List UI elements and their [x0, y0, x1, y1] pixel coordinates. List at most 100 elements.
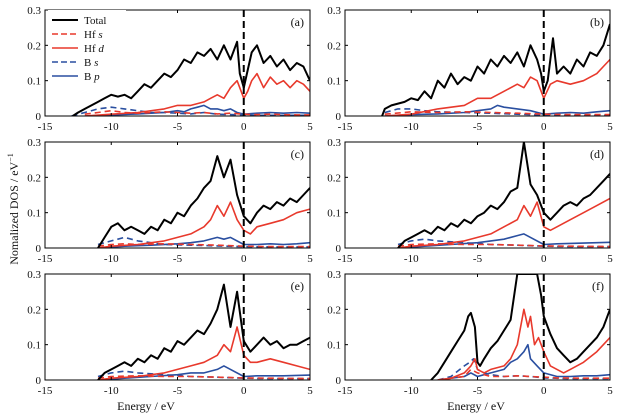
y-tick-label: 0.3 [27, 137, 41, 149]
x-tick-label: -15 [38, 385, 53, 397]
series-line-total [97, 155, 310, 248]
series-line-hf-d [84, 72, 310, 116]
x-tick-label: 0 [541, 385, 547, 397]
y-tick-label: 0.2 [327, 172, 341, 184]
y-tick-label: 0.1 [27, 340, 41, 352]
plot-frame [344, 273, 611, 381]
y-tick-label: 0 [36, 375, 42, 387]
y-tick-label: 0.2 [27, 40, 41, 52]
x-tick-label: 5 [307, 385, 313, 397]
series-group [430, 274, 610, 380]
x-tick-label: -10 [404, 121, 419, 133]
panel-d: -15 -10 -5 0 5 0 0.1 0.2 0.3 (d) [327, 137, 613, 265]
x-tick-label: 0 [241, 385, 247, 397]
series-line-total [72, 40, 310, 116]
y-tick-label: 0 [36, 243, 42, 255]
x-axis-title-right: Energy / eV [447, 399, 505, 413]
series-group [97, 283, 310, 380]
x-tick-label: -5 [173, 253, 183, 265]
x-tick-label: 5 [607, 253, 613, 265]
series-line-b-p [97, 236, 310, 248]
series-line-b-s [97, 236, 310, 248]
x-tick-label: 5 [307, 253, 313, 265]
series-line-hf-d [437, 308, 610, 380]
series-line-b-s [384, 108, 610, 116]
y-axis-title-sup: −1 [6, 153, 15, 162]
series-line-b-s [97, 370, 310, 380]
y-axis-title-text: Nomalized DOS / eV [7, 161, 21, 264]
x-tick-label: -5 [473, 385, 483, 397]
x-tick-label: 0 [241, 253, 247, 265]
x-tick-label: -10 [404, 253, 419, 265]
series-line-hf-s [97, 375, 310, 380]
plot-frame [44, 141, 311, 249]
y-tick-label: 0.1 [327, 208, 341, 220]
y-tick-label: 0.2 [327, 304, 341, 316]
series-line-b-s [437, 358, 610, 380]
y-tick-label: 0.3 [327, 269, 341, 281]
x-tick-label: -10 [104, 385, 119, 397]
series-line-b-s [397, 238, 610, 248]
panel-c: -15 -10 -5 0 5 0 0.1 0.2 0.3 (c) [27, 137, 313, 265]
y-tick-label: 0 [336, 111, 342, 123]
series-line-hf-s [84, 109, 310, 116]
x-tick-label: 0 [541, 253, 547, 265]
legend-item-hf-s: Hf s [84, 29, 103, 41]
plot-frame [344, 9, 611, 117]
series-line-hf-s [97, 243, 310, 248]
y-tick-label: 0 [336, 243, 342, 255]
plot-frame [44, 273, 311, 381]
x-tick-label: 5 [607, 121, 613, 133]
y-tick-label: 0.2 [27, 172, 41, 184]
x-tick-label: -15 [338, 253, 353, 265]
y-tick-label: 0.2 [27, 304, 41, 316]
panel-f: -15 -10 -5 0 5 0 0.1 0.2 0.3 (f) [327, 269, 613, 397]
legend-item-hf-d: Hf d [84, 43, 104, 55]
y-tick-label: 0.1 [327, 340, 341, 352]
y-tick-label: 0.3 [27, 5, 41, 17]
series-line-hf-d [97, 326, 310, 380]
y-tick-label: 0.1 [27, 76, 41, 88]
x-tick-label: -15 [38, 253, 53, 265]
x-tick-label: 0 [241, 121, 247, 133]
y-tick-label: 0.3 [327, 137, 341, 149]
series-group [381, 23, 610, 116]
y-tick-label: 0.3 [327, 5, 341, 17]
series-line-hf-d [397, 197, 610, 248]
series-line-b-p [384, 104, 610, 116]
panel-a: -15 -10 -5 0 5 0 0.1 0.2 0.3 (a) [27, 5, 313, 133]
series-line-total [381, 23, 610, 116]
x-tick-label: -10 [104, 253, 119, 265]
series-line-total [397, 142, 610, 248]
legend-item-total: Total [84, 15, 106, 27]
x-tick-label: 0 [541, 121, 547, 133]
series-line-b-p [437, 343, 610, 380]
x-tick-label: 5 [607, 385, 613, 397]
y-tick-label: 0.2 [327, 40, 341, 52]
series-line-total [97, 283, 310, 380]
series-line-hf-d [97, 201, 310, 248]
y-axis-title: Nomalized DOS / eV−1 [6, 153, 21, 265]
series-group [397, 142, 610, 248]
x-tick-label: -15 [338, 121, 353, 133]
x-tick-label: -5 [173, 385, 183, 397]
series-line-hf-s [437, 368, 610, 380]
series-line-b-s [71, 106, 310, 116]
y-tick-label: 0.1 [27, 208, 41, 220]
y-tick-label: 0.1 [327, 76, 341, 88]
legend-item-b-p: B p [84, 71, 100, 83]
x-tick-label: -15 [338, 385, 353, 397]
series-group [71, 40, 310, 116]
legend-item-b-s: B s [84, 57, 98, 69]
x-tick-label: -5 [473, 121, 483, 133]
panel-label: (b) [590, 15, 604, 29]
x-tick-label: -10 [404, 385, 419, 397]
x-tick-label: -15 [38, 121, 53, 133]
series-line-hf-d [384, 58, 610, 116]
panel-label: (d) [590, 147, 604, 161]
panel-label: (c) [291, 147, 304, 161]
y-tick-label: 0 [336, 375, 342, 387]
panel-b: -15 -10 -5 0 5 0 0.1 0.2 0.3 (b) [327, 5, 613, 133]
x-tick-label: -5 [473, 253, 483, 265]
